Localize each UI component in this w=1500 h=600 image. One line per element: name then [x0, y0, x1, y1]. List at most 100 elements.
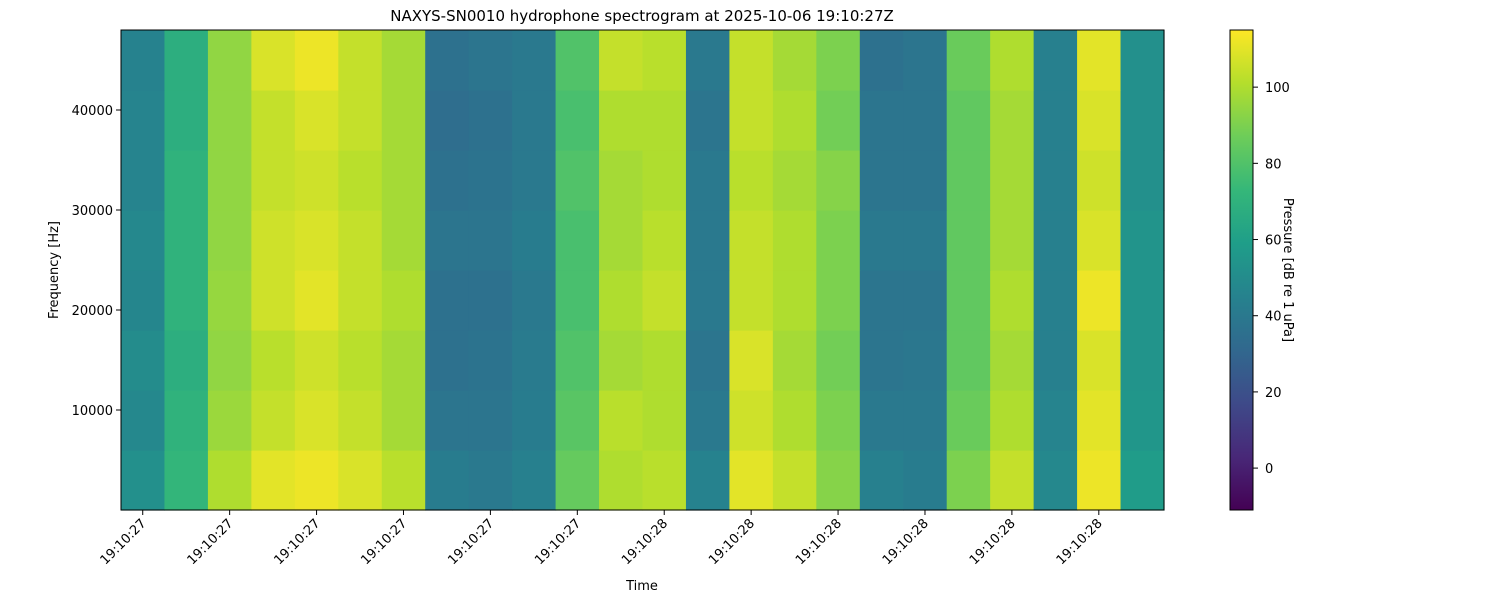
heatmap-cell	[685, 390, 731, 451]
heatmap-cell	[338, 150, 383, 211]
heatmap-cell	[599, 330, 644, 391]
heatmap-cell	[990, 90, 1035, 151]
heatmap-cell	[685, 90, 731, 151]
heatmap-cell	[642, 210, 687, 271]
heatmap-cell	[512, 270, 557, 331]
x-tick-label: 19:10:27	[271, 516, 323, 568]
heatmap-cell	[729, 270, 774, 331]
heatmap-cell	[1033, 390, 1078, 451]
heatmap-cell	[294, 390, 339, 451]
colorbar-tick-label: 100	[1265, 81, 1290, 96]
heatmap-cell	[642, 450, 687, 511]
heatmap-cell	[555, 90, 600, 151]
y-tick-label: 20000	[72, 304, 113, 319]
heatmap-cell	[816, 450, 861, 511]
x-tick-label: 19:10:27	[445, 516, 497, 568]
y-tick-label: 30000	[72, 204, 113, 219]
y-tick-label: 10000	[72, 404, 113, 419]
heatmap-cell	[599, 30, 644, 91]
heatmap-cell	[816, 210, 861, 271]
colorbar-tick-label: 40	[1265, 310, 1282, 325]
colorbar-tick-label: 0	[1265, 462, 1273, 477]
heatmap-cell	[512, 90, 557, 151]
heatmap-cell	[425, 390, 470, 451]
heatmap-cell	[468, 270, 513, 331]
heatmap-cell	[685, 450, 731, 511]
heatmap-cell	[381, 450, 426, 511]
heatmap-cell	[1033, 90, 1078, 151]
heatmap-cell	[772, 150, 817, 211]
heatmap-cell	[207, 450, 252, 511]
heatmap-cell	[642, 270, 687, 331]
heatmap-cell	[990, 270, 1035, 331]
heatmap-cell	[990, 390, 1035, 451]
heatmap-cell	[381, 330, 426, 391]
heatmap-cell	[121, 270, 166, 331]
heatmap-cell	[816, 150, 861, 211]
heatmap-cell	[164, 30, 209, 91]
heatmap-cell	[1033, 30, 1078, 91]
heatmap-cell	[381, 150, 426, 211]
heatmap-cell	[1033, 330, 1078, 391]
heatmap-cell	[859, 270, 904, 331]
heatmap-cell	[294, 210, 339, 271]
heatmap-cell	[903, 270, 948, 331]
heatmap-cell	[1120, 30, 1165, 91]
heatmap-cell	[338, 450, 383, 511]
heatmap-cell	[1077, 270, 1122, 331]
plot-frame	[120, 29, 1165, 511]
x-tick-label: 19:10:28	[967, 516, 1019, 568]
heatmap-cell	[946, 150, 991, 211]
heatmap-cell	[729, 90, 774, 151]
heatmap-cell	[772, 210, 817, 271]
heatmap-cell	[642, 30, 687, 91]
heatmap-cell	[816, 30, 861, 91]
heatmap-cell	[512, 30, 557, 91]
heatmap-cell	[207, 330, 252, 391]
heatmap-cell	[1120, 450, 1165, 511]
heatmap-cell	[555, 30, 600, 91]
heatmap-cell	[1077, 150, 1122, 211]
heatmap-cell	[946, 270, 991, 331]
heatmap-cell	[381, 390, 426, 451]
heatmap-cell	[555, 390, 600, 451]
heatmap-cell	[903, 390, 948, 451]
heatmap-cell	[425, 450, 470, 511]
heatmap-cell	[425, 90, 470, 151]
heatmap-cell	[338, 210, 383, 271]
x-tick-label: 19:10:28	[880, 516, 932, 568]
colorbar-tick-label: 80	[1265, 157, 1282, 172]
x-tick-label: 19:10:28	[706, 516, 758, 568]
heatmap-cell	[164, 270, 209, 331]
heatmap-cell	[121, 90, 166, 151]
y-axis-label: Frequency [Hz]	[47, 221, 62, 319]
x-tick-label: 19:10:28	[793, 516, 845, 568]
heatmap-cell	[164, 450, 209, 511]
heatmap-cell	[468, 90, 513, 151]
heatmap-cell	[251, 330, 296, 391]
heatmap-cell	[468, 30, 513, 91]
heatmap-cell	[425, 150, 470, 211]
heatmap-cell	[338, 330, 383, 391]
heatmap-cell	[425, 210, 470, 271]
heatmap-cell	[207, 150, 252, 211]
heatmap-cell	[946, 450, 991, 511]
colorbar-label: Pressure [dB re 1 uPa]	[1280, 198, 1295, 342]
heatmap-cell	[772, 390, 817, 451]
heatmap-cell	[859, 330, 904, 391]
heatmap-cell	[381, 30, 426, 91]
heatmap-cell	[381, 210, 426, 271]
heatmap-cell	[990, 30, 1035, 91]
heatmap-cell	[816, 390, 861, 451]
heatmap-cell	[859, 450, 904, 511]
heatmap-cell	[512, 210, 557, 271]
heatmap-cell	[555, 150, 600, 211]
heatmap-cell	[294, 270, 339, 331]
heatmap-cell	[468, 330, 513, 391]
heatmap-cell	[772, 450, 817, 511]
heatmap-cell	[1120, 330, 1165, 391]
heatmap-cell	[599, 390, 644, 451]
heatmap-cell	[1077, 450, 1122, 511]
heatmap-cell	[468, 390, 513, 451]
heatmap-cell	[294, 30, 339, 91]
